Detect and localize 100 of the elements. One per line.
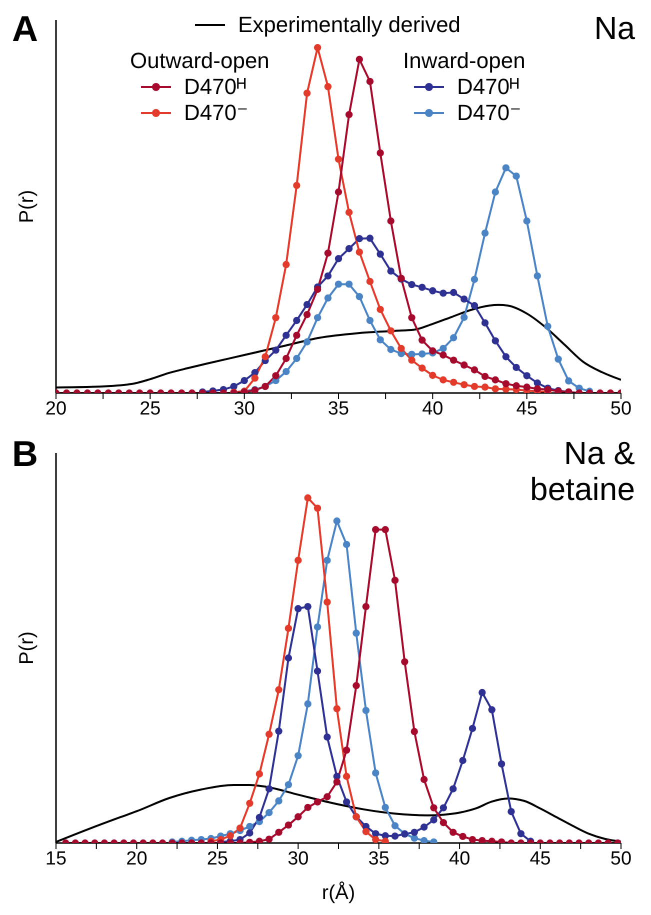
point <box>230 382 238 390</box>
point <box>314 798 322 806</box>
point <box>294 752 302 760</box>
x-tick-label: 15 <box>45 848 67 870</box>
point <box>420 836 428 843</box>
point <box>376 336 384 344</box>
x-tick-label: 50 <box>610 848 632 870</box>
point <box>512 382 520 390</box>
point <box>418 284 426 291</box>
point <box>265 809 273 816</box>
point <box>282 260 290 268</box>
point <box>492 385 499 392</box>
point <box>324 250 332 257</box>
point <box>440 819 448 826</box>
point <box>314 668 322 675</box>
point <box>387 346 394 354</box>
point <box>372 526 380 534</box>
point <box>376 149 384 157</box>
point <box>430 804 438 812</box>
point <box>429 372 436 379</box>
point <box>450 828 457 836</box>
point <box>314 623 322 631</box>
chart-title: Na <box>594 10 635 46</box>
point <box>470 302 478 310</box>
point <box>534 272 541 280</box>
point <box>304 700 312 708</box>
point <box>410 728 418 736</box>
y-axis-title: P(r) <box>16 190 38 224</box>
point <box>387 267 394 275</box>
point <box>275 728 282 735</box>
point <box>391 832 399 840</box>
point <box>356 56 364 63</box>
point <box>498 760 506 768</box>
point <box>342 772 350 780</box>
point <box>382 526 389 534</box>
point <box>508 808 515 816</box>
point <box>362 706 370 714</box>
point <box>450 785 457 792</box>
point <box>470 382 478 390</box>
point <box>275 797 282 804</box>
point <box>356 248 364 256</box>
point <box>468 724 476 732</box>
point <box>391 822 399 830</box>
point <box>554 356 562 363</box>
point <box>282 332 290 339</box>
x-tick-label: 45 <box>516 398 538 420</box>
point <box>352 682 360 690</box>
chart-title: Na & betaine <box>530 435 635 507</box>
point <box>265 785 273 792</box>
point <box>324 294 332 302</box>
point <box>284 781 292 788</box>
point <box>481 229 489 237</box>
point <box>303 338 311 346</box>
point <box>324 556 331 564</box>
point <box>502 380 510 388</box>
point <box>440 344 447 352</box>
point <box>372 769 380 777</box>
x-tick-label: 40 <box>422 398 444 420</box>
legend-label: D470⁻ <box>184 100 248 126</box>
point <box>314 286 322 293</box>
point <box>366 78 374 86</box>
point <box>468 836 476 843</box>
x-axis-title: r(Å) <box>322 881 356 904</box>
point <box>512 172 520 180</box>
point <box>534 385 541 392</box>
annotation: Outward-open <box>130 48 270 73</box>
point <box>333 705 340 712</box>
point <box>265 730 273 738</box>
point <box>345 111 353 118</box>
point <box>324 793 331 800</box>
point <box>324 733 331 741</box>
point <box>293 182 300 190</box>
point <box>272 346 280 354</box>
point <box>334 156 342 163</box>
point <box>284 654 292 662</box>
point <box>334 255 342 262</box>
point <box>294 556 302 564</box>
point <box>391 576 399 584</box>
point <box>440 376 447 384</box>
x-tick-label: 35 <box>328 398 350 420</box>
point <box>492 188 499 196</box>
point <box>523 384 530 391</box>
point <box>282 354 290 362</box>
x-tick-label: 30 <box>288 848 309 870</box>
point <box>440 290 447 297</box>
point <box>345 280 353 288</box>
point <box>345 245 353 252</box>
point <box>293 332 300 339</box>
point <box>420 824 428 831</box>
point <box>362 828 370 836</box>
point <box>240 376 248 384</box>
y-axis-title: P(r) <box>16 631 38 665</box>
legend-label: D470ᴴ <box>457 74 520 100</box>
point <box>293 316 300 324</box>
point <box>342 746 350 754</box>
point <box>334 280 342 288</box>
point <box>333 778 340 786</box>
point <box>362 602 370 610</box>
point <box>401 658 408 666</box>
point <box>440 804 448 812</box>
